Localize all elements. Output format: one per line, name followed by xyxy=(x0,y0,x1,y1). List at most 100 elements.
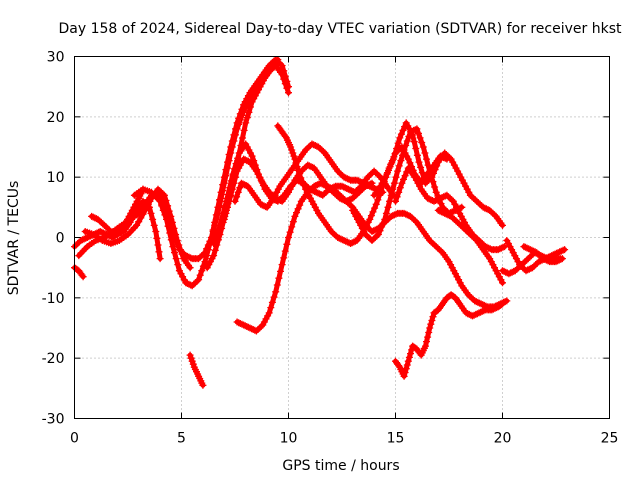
data-point-marker xyxy=(349,194,357,202)
data-point-marker xyxy=(251,92,259,100)
data-point-marker xyxy=(393,145,401,152)
data-point-marker xyxy=(96,228,104,235)
data-point-marker xyxy=(523,244,531,252)
data-point-marker xyxy=(383,170,391,178)
data-point-marker xyxy=(347,240,355,247)
data-point-marker xyxy=(255,86,262,94)
data-point-marker xyxy=(392,210,400,218)
data-point-marker xyxy=(340,237,348,244)
data-point-marker xyxy=(434,244,442,252)
data-point-marker xyxy=(512,255,520,263)
data-point-marker xyxy=(503,297,511,305)
data-point-marker xyxy=(152,228,160,235)
data-point-marker xyxy=(288,146,296,154)
data-point-marker xyxy=(82,234,90,242)
data-point-marker xyxy=(242,119,250,127)
data-point-marker xyxy=(339,194,347,202)
data-point-marker xyxy=(141,199,149,207)
y-axis-label: SDTVAR / TECUs xyxy=(6,181,22,296)
data-point-marker xyxy=(476,200,484,208)
data-point-marker xyxy=(386,197,394,205)
data-point-marker xyxy=(258,80,266,88)
data-point-marker xyxy=(386,163,394,171)
data-point-marker xyxy=(89,213,97,221)
data-point-marker xyxy=(289,218,297,226)
data-point-marker xyxy=(182,252,190,260)
data-point-marker xyxy=(379,219,387,227)
data-point-marker xyxy=(139,197,147,205)
data-point-marker xyxy=(74,240,82,247)
data-point-marker xyxy=(302,146,310,154)
data-point-marker xyxy=(264,312,272,320)
data-point-marker xyxy=(444,211,452,219)
data-point-marker xyxy=(403,137,411,145)
data-point-marker xyxy=(257,323,265,330)
data-point-marker xyxy=(186,351,194,359)
data-point-marker xyxy=(334,190,342,198)
data-point-marker xyxy=(224,203,231,211)
data-point-marker xyxy=(397,157,405,165)
data-point-marker xyxy=(381,215,389,223)
data-point-marker xyxy=(222,172,230,180)
data-point-marker xyxy=(369,184,377,192)
data-point-marker xyxy=(248,325,256,333)
data-point-marker xyxy=(463,228,471,235)
data-point-marker xyxy=(407,212,414,220)
data-point-marker xyxy=(329,229,337,237)
data-point-marker xyxy=(305,143,313,151)
data-point-marker xyxy=(246,324,254,332)
data-point-marker xyxy=(206,258,214,266)
data-point-marker xyxy=(254,326,262,333)
data-point-marker xyxy=(476,299,483,307)
data-point-marker xyxy=(402,365,410,373)
data-point-marker xyxy=(141,206,149,214)
data-point-marker xyxy=(365,234,373,241)
data-point-marker xyxy=(172,255,180,263)
data-point-marker xyxy=(281,80,289,88)
y-tick-label: -20 xyxy=(42,351,65,367)
data-point-marker xyxy=(277,197,284,204)
data-point-marker xyxy=(450,267,458,275)
data-point-marker xyxy=(243,114,251,122)
data-point-marker xyxy=(402,142,410,149)
data-point-marker xyxy=(448,264,456,272)
data-point-marker xyxy=(435,246,443,254)
data-point-marker xyxy=(370,235,378,243)
data-point-marker xyxy=(455,298,463,306)
data-point-marker xyxy=(441,209,449,217)
data-point-marker xyxy=(257,176,265,184)
data-point-marker xyxy=(437,247,445,255)
data-point-marker xyxy=(353,176,361,184)
data-point-marker xyxy=(359,179,367,187)
data-point-marker xyxy=(395,362,403,370)
data-point-marker xyxy=(191,279,199,287)
data-point-marker xyxy=(522,267,530,275)
data-point-marker xyxy=(241,156,249,164)
data-point-marker xyxy=(109,228,116,236)
data-point-marker xyxy=(513,265,521,273)
data-point-marker xyxy=(399,126,407,134)
data-point-marker xyxy=(439,209,447,217)
data-point-marker xyxy=(327,228,335,235)
data-point-marker xyxy=(339,236,346,244)
data-point-marker xyxy=(157,188,165,196)
data-point-marker xyxy=(435,195,443,203)
data-point-marker xyxy=(371,204,379,212)
data-point-marker xyxy=(343,175,351,183)
data-point-marker xyxy=(355,188,363,196)
data-point-marker xyxy=(210,240,218,247)
data-point-marker xyxy=(404,357,412,365)
data-point-marker xyxy=(189,360,197,368)
data-point-marker xyxy=(419,143,427,151)
data-point-marker xyxy=(356,178,364,186)
data-point-marker xyxy=(203,264,211,272)
data-point-marker xyxy=(431,241,439,249)
data-point-marker xyxy=(310,182,318,190)
data-point-marker xyxy=(243,323,251,330)
data-point-marker xyxy=(227,191,235,199)
data-point-marker xyxy=(291,155,299,163)
data-point-marker xyxy=(408,214,416,222)
data-point-marker xyxy=(183,280,191,287)
data-point-marker xyxy=(298,178,306,186)
data-point-marker xyxy=(274,185,282,193)
